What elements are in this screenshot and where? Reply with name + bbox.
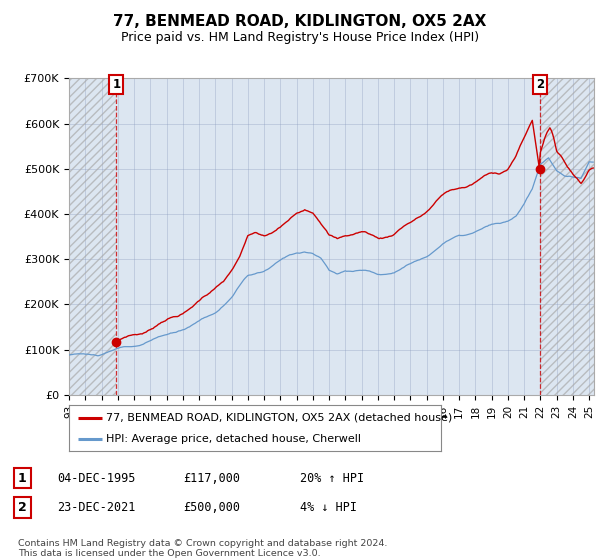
Text: HPI: Average price, detached house, Cherwell: HPI: Average price, detached house, Cher… — [106, 435, 361, 444]
Text: 2: 2 — [18, 501, 27, 514]
Text: 1: 1 — [18, 472, 27, 484]
Text: Price paid vs. HM Land Registry's House Price Index (HPI): Price paid vs. HM Land Registry's House … — [121, 31, 479, 44]
Text: 4% ↓ HPI: 4% ↓ HPI — [300, 501, 357, 514]
Text: £117,000: £117,000 — [183, 472, 240, 484]
Text: 23-DEC-2021: 23-DEC-2021 — [57, 501, 136, 514]
Text: 04-DEC-1995: 04-DEC-1995 — [57, 472, 136, 484]
Text: 77, BENMEAD ROAD, KIDLINGTON, OX5 2AX: 77, BENMEAD ROAD, KIDLINGTON, OX5 2AX — [113, 14, 487, 29]
Text: 2: 2 — [536, 78, 544, 91]
Text: 1: 1 — [112, 78, 121, 91]
Text: Contains HM Land Registry data © Crown copyright and database right 2024.
This d: Contains HM Land Registry data © Crown c… — [18, 539, 388, 558]
Text: £500,000: £500,000 — [183, 501, 240, 514]
Text: 20% ↑ HPI: 20% ↑ HPI — [300, 472, 364, 484]
Text: 77, BENMEAD ROAD, KIDLINGTON, OX5 2AX (detached house): 77, BENMEAD ROAD, KIDLINGTON, OX5 2AX (d… — [106, 413, 452, 423]
